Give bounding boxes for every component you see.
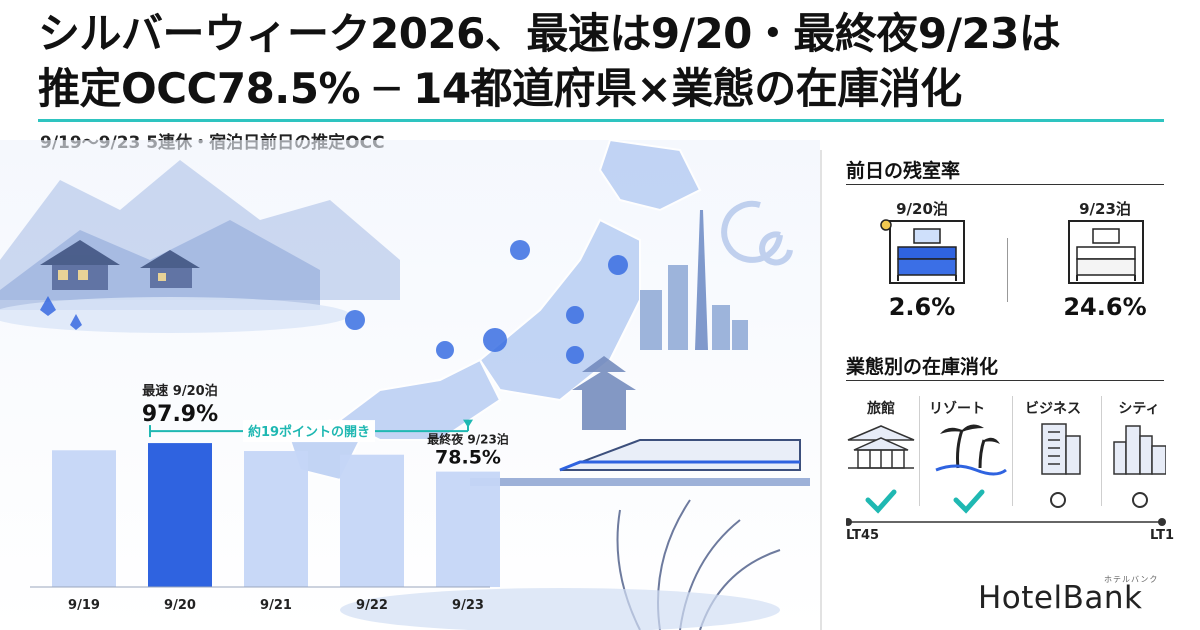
ryokan-icon: [847, 425, 915, 469]
japan-scenery-illustration: [0, 140, 820, 630]
palm-tree-icon: [935, 424, 1007, 476]
peak-value: 97.9%: [142, 402, 218, 427]
open-circle-icon: [1050, 492, 1066, 508]
lead-time-start: LT45: [846, 528, 880, 543]
remaining-item-value: 24.6%: [1063, 293, 1147, 321]
x-tick-label: 9/22: [356, 598, 388, 613]
lead-time-end-dot: [1158, 518, 1166, 526]
remaining-separator: [1007, 238, 1008, 302]
remaining-item-923: 9/23泊 24.6%: [1030, 198, 1180, 321]
remaining-item-label: 9/23泊: [1079, 200, 1131, 218]
bar-9/23: [436, 471, 500, 587]
x-tick-label: 9/20: [164, 598, 196, 613]
check-icon: [865, 489, 897, 514]
inventory-cat-ryokan: 旅館: [867, 401, 895, 417]
last-night-value: 78.5%: [435, 447, 501, 469]
x-tick-label: 9/19: [68, 598, 100, 613]
remaining-rate-title: 前日の残室率: [846, 160, 961, 182]
inventory-rule: [846, 380, 1164, 381]
page-title: シルバーウィーク2026、最速は9/20・最終夜9/23は 推定OCC78.5%…: [38, 6, 1178, 116]
title-line-1: シルバーウィーク2026、最速は9/20・最終夜9/23は: [38, 9, 1061, 58]
castle-illustration: [572, 356, 636, 430]
map-highlight-prefectures: [345, 240, 628, 364]
city-skyline-illustration: [640, 210, 748, 350]
remaining-rate-rule: [846, 184, 1164, 185]
ryokan-illustration: [40, 240, 200, 290]
city-skyline-icon: [1113, 425, 1166, 475]
gap-label: 約19ポイントの開き: [248, 424, 370, 440]
lead-time-end: LT1: [1150, 528, 1175, 543]
title-line-2: 推定OCC78.5% ─ 14都道府県×業態の在庫消化: [38, 64, 962, 113]
bar-9/22: [340, 454, 404, 587]
category-divider: [1012, 396, 1013, 506]
check-icon: [953, 489, 985, 514]
gap-arrow-icon: [463, 419, 473, 428]
title-rule: [38, 119, 1164, 122]
maple-leaves: [40, 296, 82, 330]
x-tick-label: 9/23: [452, 598, 484, 613]
gap-label-bg: [243, 420, 375, 443]
business-building-icon: [1041, 423, 1081, 475]
inventory-cat-city: シティ: [1118, 401, 1160, 417]
x-tick-label: 9/21: [260, 598, 292, 613]
bar-9/19: [52, 450, 116, 587]
remaining-item-920: 9/20泊 2.6%: [847, 198, 997, 321]
shinkansen-illustration: [470, 439, 810, 486]
hotelbank-logo-kana: ホテルバンク: [1104, 575, 1159, 584]
lead-time-start-dot: [846, 518, 852, 526]
bar-9/21: [244, 451, 308, 587]
typhoon-swirl: [721, 200, 793, 266]
category-divider: [919, 396, 920, 506]
inventory-icons: [846, 423, 1166, 526]
remaining-item-label: 9/20泊: [896, 200, 948, 218]
open-circle-icon: [1132, 492, 1148, 508]
inventory-cat-business: ビジネス: [1025, 401, 1081, 417]
panel-divider: [820, 150, 822, 630]
category-divider: [1101, 396, 1102, 506]
bar-9/20: [148, 443, 212, 587]
last-night-label: 最終夜 9/23泊: [427, 432, 509, 447]
peak-label: 最速 9/20泊: [142, 383, 217, 399]
inventory-cat-resort: リゾート: [929, 401, 985, 417]
bed-booked-icon: [880, 219, 965, 284]
hotelbank-logo: HotelBank: [978, 580, 1143, 616]
bed-available-icon: [1068, 220, 1144, 284]
remaining-item-value: 2.6%: [888, 293, 956, 321]
inventory-title: 業態別の在庫消化: [846, 356, 999, 378]
